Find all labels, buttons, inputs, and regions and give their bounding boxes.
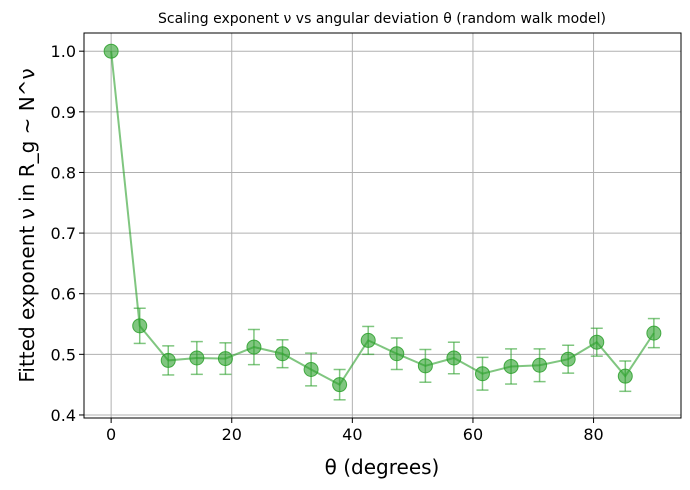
- x-axis-label: θ (degrees): [325, 455, 440, 479]
- x-tick-label: 60: [463, 425, 483, 444]
- data-point: [189, 350, 205, 366]
- data-point: [303, 361, 319, 377]
- data-point: [217, 351, 233, 367]
- chart-title: Scaling exponent ν vs angular deviation …: [158, 11, 606, 27]
- grid: [84, 33, 681, 418]
- data-point: [503, 358, 519, 374]
- data-point: [617, 368, 633, 384]
- y-tick-label: 1.0: [51, 42, 76, 61]
- x-tick-label: 0: [106, 425, 116, 444]
- y-tick-label: 0.4: [51, 406, 76, 425]
- y-tick-label: 0.7: [51, 224, 76, 243]
- data-point: [132, 318, 148, 334]
- plot-frame: [83, 32, 682, 419]
- y-tick-label: 0.9: [51, 103, 76, 122]
- y-tick-label: 0.5: [51, 345, 76, 364]
- ticks: 0 20 40 60 80 0.4 0.5 0.6 0.7 0.8 0.9 1.0: [51, 42, 604, 444]
- series-layer: [103, 43, 662, 401]
- data-point: [332, 377, 348, 393]
- x-tick-label: 40: [342, 425, 362, 444]
- data-point: [532, 357, 548, 373]
- data-point: [389, 346, 405, 362]
- data-point: [275, 346, 291, 362]
- data-point: [417, 358, 433, 374]
- data-point: [474, 366, 490, 382]
- data-point: [246, 339, 262, 355]
- data-point: [446, 350, 462, 366]
- data-point: [103, 43, 119, 59]
- data-point: [160, 352, 176, 368]
- x-tick-label: 20: [222, 425, 242, 444]
- x-tick-label: 80: [583, 425, 603, 444]
- series-line: [110, 51, 655, 386]
- data-point: [360, 332, 376, 348]
- data-point: [589, 334, 605, 350]
- y-axis-label: Fitted exponent ν in R_g ~ N^ν: [15, 68, 39, 382]
- y-tick-label: 0.8: [51, 163, 76, 182]
- data-point: [646, 325, 662, 341]
- data-point: [560, 351, 576, 367]
- y-tick-label: 0.6: [51, 285, 76, 304]
